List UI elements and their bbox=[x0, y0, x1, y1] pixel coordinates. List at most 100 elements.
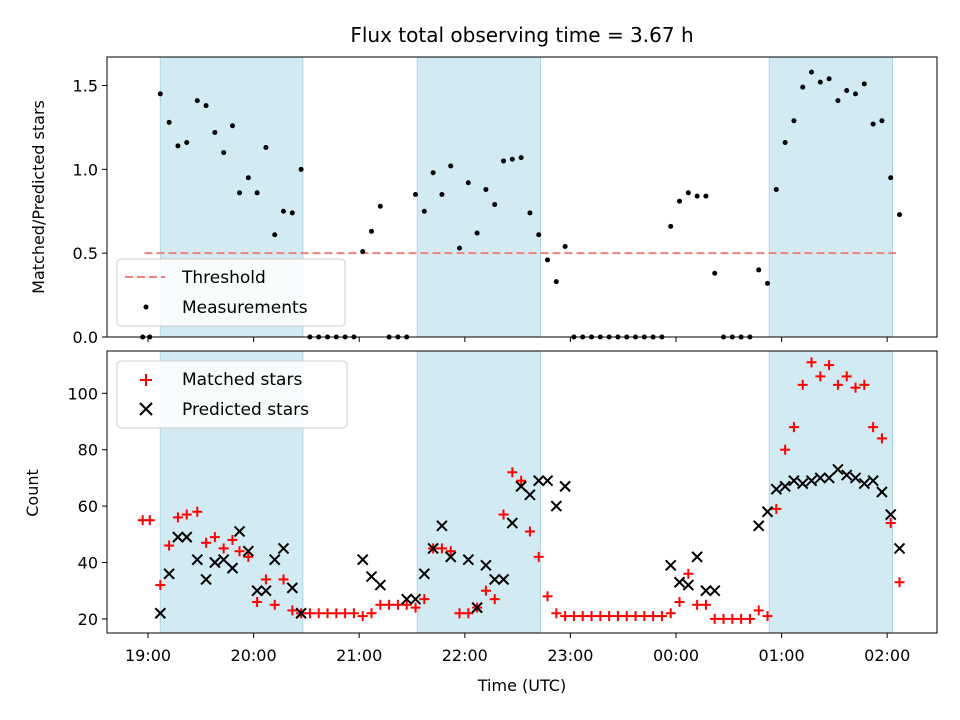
top-legend-box bbox=[116, 258, 346, 327]
predicted-star-point bbox=[761, 506, 774, 518]
measurement-point bbox=[465, 180, 471, 186]
y-tick-label: 0.0 bbox=[73, 328, 98, 347]
matched-star-point bbox=[577, 611, 588, 622]
predicted-star-point bbox=[409, 593, 422, 605]
predicted-star-point bbox=[365, 570, 378, 583]
matched-star-point bbox=[736, 613, 747, 624]
matched-star-point bbox=[287, 605, 298, 616]
measurement-point bbox=[175, 143, 181, 149]
legend-measurements-swatch bbox=[143, 304, 149, 310]
predicted-star-point bbox=[209, 556, 221, 569]
predicted-star-point bbox=[489, 573, 501, 586]
predicted-star-point bbox=[191, 553, 203, 566]
predicted-star-point bbox=[427, 542, 439, 555]
measurement-point bbox=[212, 129, 218, 135]
matched-star-point bbox=[859, 379, 870, 390]
measurement-point bbox=[474, 230, 480, 236]
matched-star-point bbox=[331, 608, 342, 619]
predicted-star-point bbox=[559, 480, 571, 493]
predicted-star-point bbox=[260, 584, 272, 597]
measurement-point bbox=[421, 208, 427, 214]
predicted-star-point bbox=[480, 559, 492, 572]
predicted-star-point bbox=[885, 508, 897, 521]
measurement-point bbox=[870, 121, 876, 127]
matched-star-point bbox=[480, 585, 491, 596]
measurement-point bbox=[712, 270, 718, 276]
matched-star-point bbox=[304, 608, 315, 619]
measurement-point bbox=[457, 245, 463, 251]
x-tick-label: 21:00 bbox=[336, 646, 382, 665]
bottom-axes-frame bbox=[106, 350, 938, 634]
x-tick-label: 02:00 bbox=[864, 646, 910, 665]
matched-star-point bbox=[218, 543, 229, 554]
measurement-point bbox=[221, 150, 227, 156]
matched-star-point bbox=[269, 599, 280, 610]
predicted-star-point bbox=[867, 475, 879, 487]
matched-star-point bbox=[410, 602, 421, 613]
y-tick-label: 100 bbox=[67, 384, 98, 403]
matched-star-point bbox=[155, 580, 166, 591]
matched-star-point bbox=[806, 357, 817, 368]
predicted-star-point bbox=[541, 475, 554, 487]
legend-measurements-label: Measurements bbox=[182, 298, 308, 318]
predicted-star-point bbox=[823, 472, 835, 484]
matched-star-point bbox=[595, 611, 606, 622]
bottom-legend-box bbox=[116, 360, 348, 429]
predicted-star-point bbox=[445, 551, 457, 563]
matched-star-point bbox=[568, 611, 579, 622]
predicted-star-point bbox=[497, 573, 510, 586]
matched-star-point bbox=[209, 532, 220, 543]
shaded-interval bbox=[768, 350, 893, 634]
matched-star-point bbox=[727, 613, 738, 624]
predicted-star-point bbox=[251, 584, 263, 597]
matched-star-point bbox=[709, 613, 720, 624]
matched-star-point bbox=[392, 599, 403, 610]
predicted-star-point bbox=[753, 520, 765, 532]
top-legend: Threshold Measurements bbox=[116, 258, 346, 327]
shaded-interval bbox=[768, 56, 893, 338]
measurement-point bbox=[800, 84, 806, 90]
matched-star-point bbox=[621, 611, 632, 622]
measurement-point bbox=[897, 212, 903, 218]
measurement-point bbox=[377, 203, 383, 209]
matched-star-point bbox=[604, 611, 615, 622]
matched-star-point bbox=[885, 518, 896, 529]
x-tick-label: 23:00 bbox=[547, 646, 593, 665]
x-tick-label: 01:00 bbox=[759, 646, 805, 665]
matched-star-point bbox=[489, 594, 500, 605]
measurement-point bbox=[229, 123, 235, 129]
predicted-star-point bbox=[797, 477, 809, 490]
measurement-point bbox=[553, 279, 559, 285]
matched-star-point bbox=[201, 537, 212, 548]
matched-star-point bbox=[516, 475, 527, 486]
predicted-star-point bbox=[172, 531, 184, 543]
predicted-star-point bbox=[506, 517, 519, 529]
matched-star-point bbox=[780, 444, 791, 455]
y-tick-label: 20 bbox=[78, 610, 98, 629]
predicted-star-point bbox=[217, 553, 230, 566]
measurement-point bbox=[518, 155, 524, 161]
measurement-point bbox=[861, 81, 867, 87]
matched-star-point bbox=[753, 605, 764, 616]
predicted-star-point bbox=[226, 562, 239, 574]
x-tick-label: 22:00 bbox=[442, 646, 488, 665]
measurement-point bbox=[413, 191, 419, 197]
matched-star-point bbox=[357, 611, 368, 622]
predicted-star-point bbox=[436, 520, 448, 532]
measurement-point bbox=[527, 210, 533, 216]
measurement-point bbox=[826, 76, 832, 82]
predicted-star-point bbox=[154, 607, 167, 619]
measurement-point bbox=[492, 202, 498, 208]
measurement-point bbox=[509, 156, 515, 162]
measurement-point bbox=[809, 69, 815, 75]
matched-star-point bbox=[366, 608, 377, 619]
predicted-star-point bbox=[893, 542, 906, 555]
matched-star-point bbox=[656, 611, 667, 622]
matched-star-point bbox=[542, 591, 553, 602]
predicted-star-point bbox=[709, 584, 721, 597]
matched-star-point bbox=[243, 551, 254, 562]
matched-star-point bbox=[164, 540, 175, 551]
chart-title: Flux total observing time = 3.67 h bbox=[350, 23, 693, 47]
y-tick-label: 40 bbox=[78, 554, 98, 573]
